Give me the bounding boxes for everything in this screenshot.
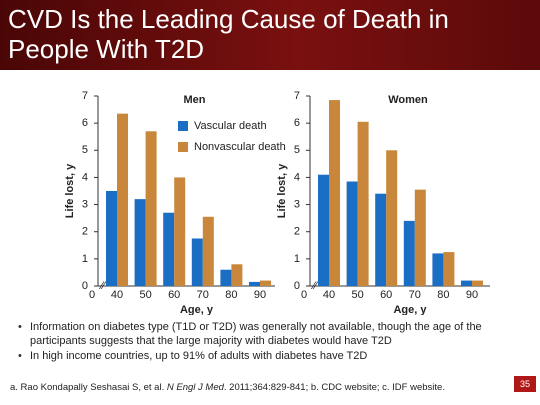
y-tick-label: 5 [82,144,88,156]
y-tick-label: 1 [82,253,88,265]
axis-break: ⁄⁄ [310,280,319,292]
y-tick-label: 1 [294,253,300,265]
bar [145,131,157,286]
x-tick-label: 50 [139,289,151,301]
footnote-text: a. Rao Kondapally Seshasai S, et al. [10,382,167,393]
bullet: In high income countries, up to 91% of a… [18,349,530,363]
bar [163,212,175,286]
y-tick-label: 4 [294,171,300,183]
bar [134,199,146,286]
bar [472,280,483,286]
x-tick-label: 60 [168,289,180,301]
y-tick-label: 6 [82,117,88,129]
y-axis-label: Life lost, y [276,163,288,218]
page-number: 35 [514,376,536,392]
legend-swatch [178,121,188,131]
x-tick-label: 70 [409,289,421,301]
bar [191,238,203,286]
bar [357,121,369,287]
x-tick-label: 60 [380,289,392,301]
y-tick-label: 7 [82,90,88,102]
bullet: Information on diabetes type (T1D or T2D… [18,320,530,348]
x-axis-label: Age, y [393,304,427,315]
bar [106,191,117,286]
slide-title: CVD Is the Leading Cause of Death in Peo… [8,4,449,64]
bar [231,264,243,286]
bar [117,113,128,286]
legend-swatch [178,142,188,152]
x-tick-label: 90 [254,289,266,301]
y-tick-label: 3 [82,198,88,210]
bar [220,269,232,286]
x-tick-label: 80 [437,289,449,301]
y-axis-label: Life lost, y [64,163,76,218]
bar [202,216,214,286]
bar [414,189,426,286]
footnote: a. Rao Kondapally Seshasai S, et al. N E… [10,382,510,393]
bar [249,281,260,286]
legend-label: Vascular death [194,120,267,132]
bar [375,193,387,286]
y-tick-label: 6 [294,117,300,129]
x-tick-label: 70 [197,289,209,301]
legend-label: Nonvascular death [194,141,286,153]
x-origin-label: 0 [89,289,95,301]
chart-title: Women [388,94,428,106]
x-tick-label: 90 [466,289,478,301]
bar [329,100,340,286]
bar [260,280,271,286]
bar [443,252,455,286]
footnote-text: . 2011;364:829-841; b. CDC website; c. I… [223,382,445,393]
chart-title: Men [184,94,206,106]
x-axis-label: Age, y [180,304,214,315]
y-tick-label: 5 [294,144,300,156]
bar [461,280,472,286]
x-tick-label: 40 [111,289,123,301]
bar [318,174,329,286]
y-tick-label: 2 [294,226,300,238]
x-tick-label: 50 [351,289,363,301]
y-tick-label: 0 [294,280,300,292]
header-band: CVD Is the Leading Cause of Death in Peo… [0,0,540,70]
y-tick-label: 7 [294,90,300,102]
y-tick-label: 2 [82,226,88,238]
y-tick-label: 0 [82,280,88,292]
footnote-journal: N Engl J Med [166,382,224,393]
x-tick-label: 40 [323,289,335,301]
axis-break: ⁄⁄ [98,280,107,292]
x-tick-label: 80 [225,289,237,301]
bar [174,177,186,286]
y-tick-label: 3 [294,198,300,210]
bar [386,150,398,286]
y-tick-label: 4 [82,171,88,183]
bar [403,220,415,286]
bar [346,181,358,286]
bar [432,253,444,286]
x-origin-label: 0 [301,289,307,301]
